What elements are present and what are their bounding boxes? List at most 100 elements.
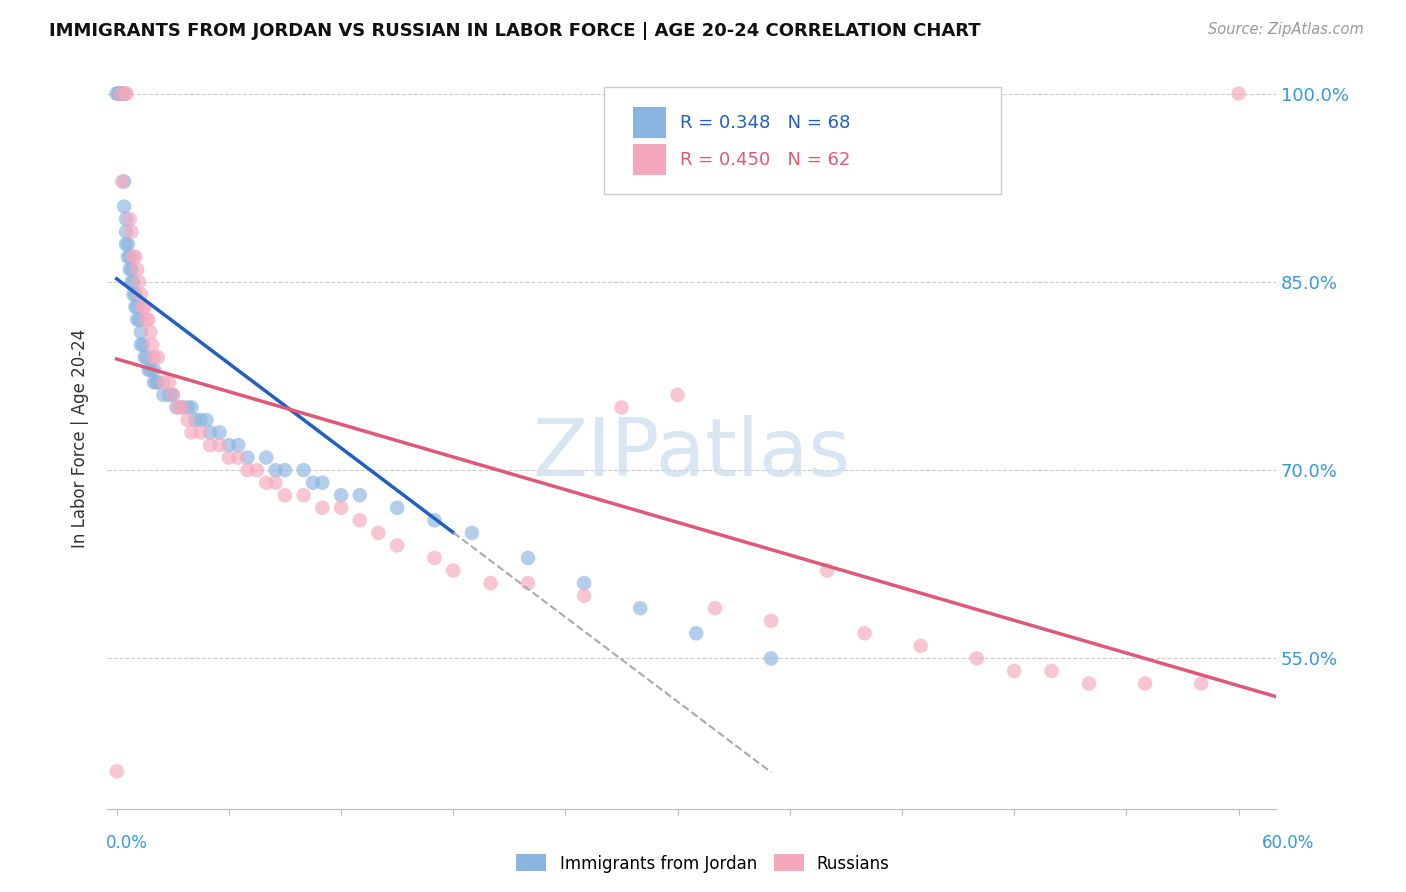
Point	[385, 538, 408, 552]
Point	[105, 764, 128, 779]
Point	[141, 337, 163, 351]
Point	[180, 425, 202, 440]
Point	[118, 262, 141, 277]
Point	[129, 325, 152, 339]
Point	[105, 87, 128, 101]
Text: IMMIGRANTS FROM JORDAN VS RUSSIAN IN LABOR FORCE | AGE 20-24 CORRELATION CHART: IMMIGRANTS FROM JORDAN VS RUSSIAN IN LAB…	[49, 22, 981, 40]
Point	[111, 174, 134, 188]
Point	[107, 87, 129, 101]
Point	[157, 388, 180, 402]
Point	[121, 262, 143, 277]
Point	[162, 388, 184, 402]
Point	[129, 337, 152, 351]
Point	[311, 475, 333, 490]
Point	[143, 350, 166, 364]
Point	[121, 275, 143, 289]
Point	[572, 576, 595, 591]
Point	[146, 350, 169, 364]
Point	[910, 639, 932, 653]
Point	[118, 250, 141, 264]
Point	[479, 576, 502, 591]
Point	[176, 413, 198, 427]
Point	[135, 312, 157, 326]
Point	[122, 250, 145, 264]
Text: 0.0%: 0.0%	[105, 834, 148, 852]
Point	[208, 425, 231, 440]
Point	[122, 287, 145, 301]
Point	[254, 450, 277, 465]
Point	[110, 87, 132, 101]
Point	[115, 87, 138, 101]
Point	[385, 500, 408, 515]
Point	[138, 363, 160, 377]
Point	[190, 413, 212, 427]
Text: Source: ZipAtlas.com: Source: ZipAtlas.com	[1208, 22, 1364, 37]
Point	[176, 401, 198, 415]
Point	[111, 87, 134, 101]
Point	[167, 401, 190, 415]
Legend: Immigrants from Jordan, Russians: Immigrants from Jordan, Russians	[509, 847, 897, 880]
Point	[110, 87, 132, 101]
Point	[166, 401, 188, 415]
Point	[143, 363, 166, 377]
Point	[572, 589, 595, 603]
Point	[441, 564, 464, 578]
Point	[121, 225, 143, 239]
Y-axis label: In Labor Force | Age 20-24: In Labor Force | Age 20-24	[72, 329, 89, 549]
Point	[292, 463, 315, 477]
Point	[145, 376, 167, 390]
Point	[264, 475, 287, 490]
Point	[115, 87, 138, 101]
Point	[134, 350, 156, 364]
Point	[349, 513, 371, 527]
Point	[112, 174, 135, 188]
Point	[853, 626, 876, 640]
FancyBboxPatch shape	[633, 144, 666, 175]
Point	[246, 463, 269, 477]
Point	[132, 337, 155, 351]
Point	[135, 350, 157, 364]
Point	[138, 312, 160, 326]
Point	[218, 438, 240, 452]
Point	[124, 287, 146, 301]
Point	[1227, 87, 1250, 101]
Text: R = 0.450   N = 62: R = 0.450 N = 62	[681, 151, 851, 169]
Point	[302, 475, 325, 490]
Point	[127, 300, 149, 314]
Point	[172, 401, 194, 415]
Point	[180, 401, 202, 415]
Point	[1133, 676, 1156, 690]
Point	[128, 312, 150, 326]
Point	[157, 376, 180, 390]
Point	[115, 237, 138, 252]
Point	[111, 87, 134, 101]
Point	[311, 500, 333, 515]
Point	[111, 87, 134, 101]
Point	[349, 488, 371, 502]
Point	[704, 601, 727, 615]
Point	[1002, 664, 1025, 678]
Point	[118, 212, 141, 227]
Point	[134, 300, 156, 314]
Point	[172, 401, 194, 415]
Point	[139, 325, 162, 339]
Point	[685, 626, 707, 640]
Point	[127, 262, 149, 277]
Point	[517, 576, 540, 591]
Point	[966, 651, 988, 665]
Point	[129, 287, 152, 301]
Point	[208, 438, 231, 452]
Point	[198, 425, 221, 440]
FancyBboxPatch shape	[605, 87, 1001, 194]
Point	[610, 401, 633, 415]
Point	[759, 614, 782, 628]
Point	[236, 463, 259, 477]
Text: ZIPatlas: ZIPatlas	[533, 415, 851, 492]
Point	[115, 212, 138, 227]
Point	[666, 388, 689, 402]
Point	[132, 300, 155, 314]
Point	[423, 513, 446, 527]
Point	[152, 376, 174, 390]
Point	[815, 564, 838, 578]
Point	[292, 488, 315, 502]
